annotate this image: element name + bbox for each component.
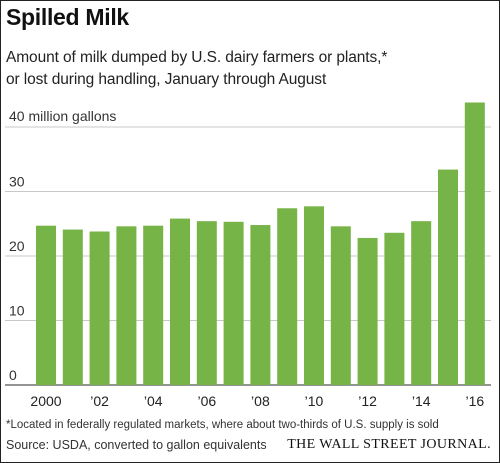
footnote: *Located in federally regulated markets,… <box>6 419 439 431</box>
bar-2015 <box>438 169 458 385</box>
bar-2011 <box>330 226 351 385</box>
bar-2005 <box>170 218 190 385</box>
chart-subtitle-line-2: or lost during handling, January through… <box>6 71 327 88</box>
y-axis-ticks: 0 10 20 30 40 million gallons <box>9 108 116 383</box>
x-tick-label: ’14 <box>412 393 431 409</box>
y-tick-label: 20 <box>9 238 25 254</box>
gridlines <box>5 126 491 386</box>
x-tick-label: 2000 <box>30 393 61 409</box>
bar-2006 <box>196 221 217 385</box>
x-tick-label: ’04 <box>144 393 163 409</box>
y-axis-top-label: 40 million gallons <box>9 108 116 124</box>
bar-chart: 0 10 20 30 40 million gallons 2000 ’02 ’04 ’06 ’… <box>5 102 491 409</box>
y-tick-label: 30 <box>9 174 25 190</box>
x-tick-label: ’08 <box>251 393 270 409</box>
bar-2004 <box>143 225 164 385</box>
bar-2000 <box>36 225 56 385</box>
bar-2001 <box>62 229 83 385</box>
bars <box>36 102 485 386</box>
bar-2016 <box>464 102 485 386</box>
bar-2002 <box>89 231 110 385</box>
bar-2014 <box>411 221 432 385</box>
bar-2003 <box>116 226 137 385</box>
bar-2013 <box>384 232 405 385</box>
x-tick-label: ’02 <box>90 393 109 409</box>
chart-subtitle-line-1: Amount of milk dumped by U.S. dairy farm… <box>6 49 388 66</box>
bar-2010 <box>304 206 324 385</box>
x-tick-label: ’06 <box>197 393 216 409</box>
x-tick-label: ’10 <box>305 393 324 409</box>
x-tick-label: ’16 <box>465 393 484 409</box>
y-tick-label: 10 <box>9 303 25 319</box>
publisher-logo: THE WALL STREET JOURNAL. <box>287 437 491 452</box>
bar-2007 <box>223 221 244 385</box>
bar-2012 <box>357 237 378 385</box>
x-tick-label: ’12 <box>358 393 377 409</box>
bar-2008 <box>250 225 271 385</box>
x-axis-ticks: 2000 ’02 ’04 ’06 ’08 ’10 ’12 ’14 ’16 <box>30 393 484 409</box>
bar-2009 <box>277 208 298 385</box>
source-note: Source: USDA, converted to gallon equiva… <box>6 438 267 452</box>
y-tick-label: 0 <box>9 367 17 383</box>
chart-title: Spilled Milk <box>6 4 129 30</box>
